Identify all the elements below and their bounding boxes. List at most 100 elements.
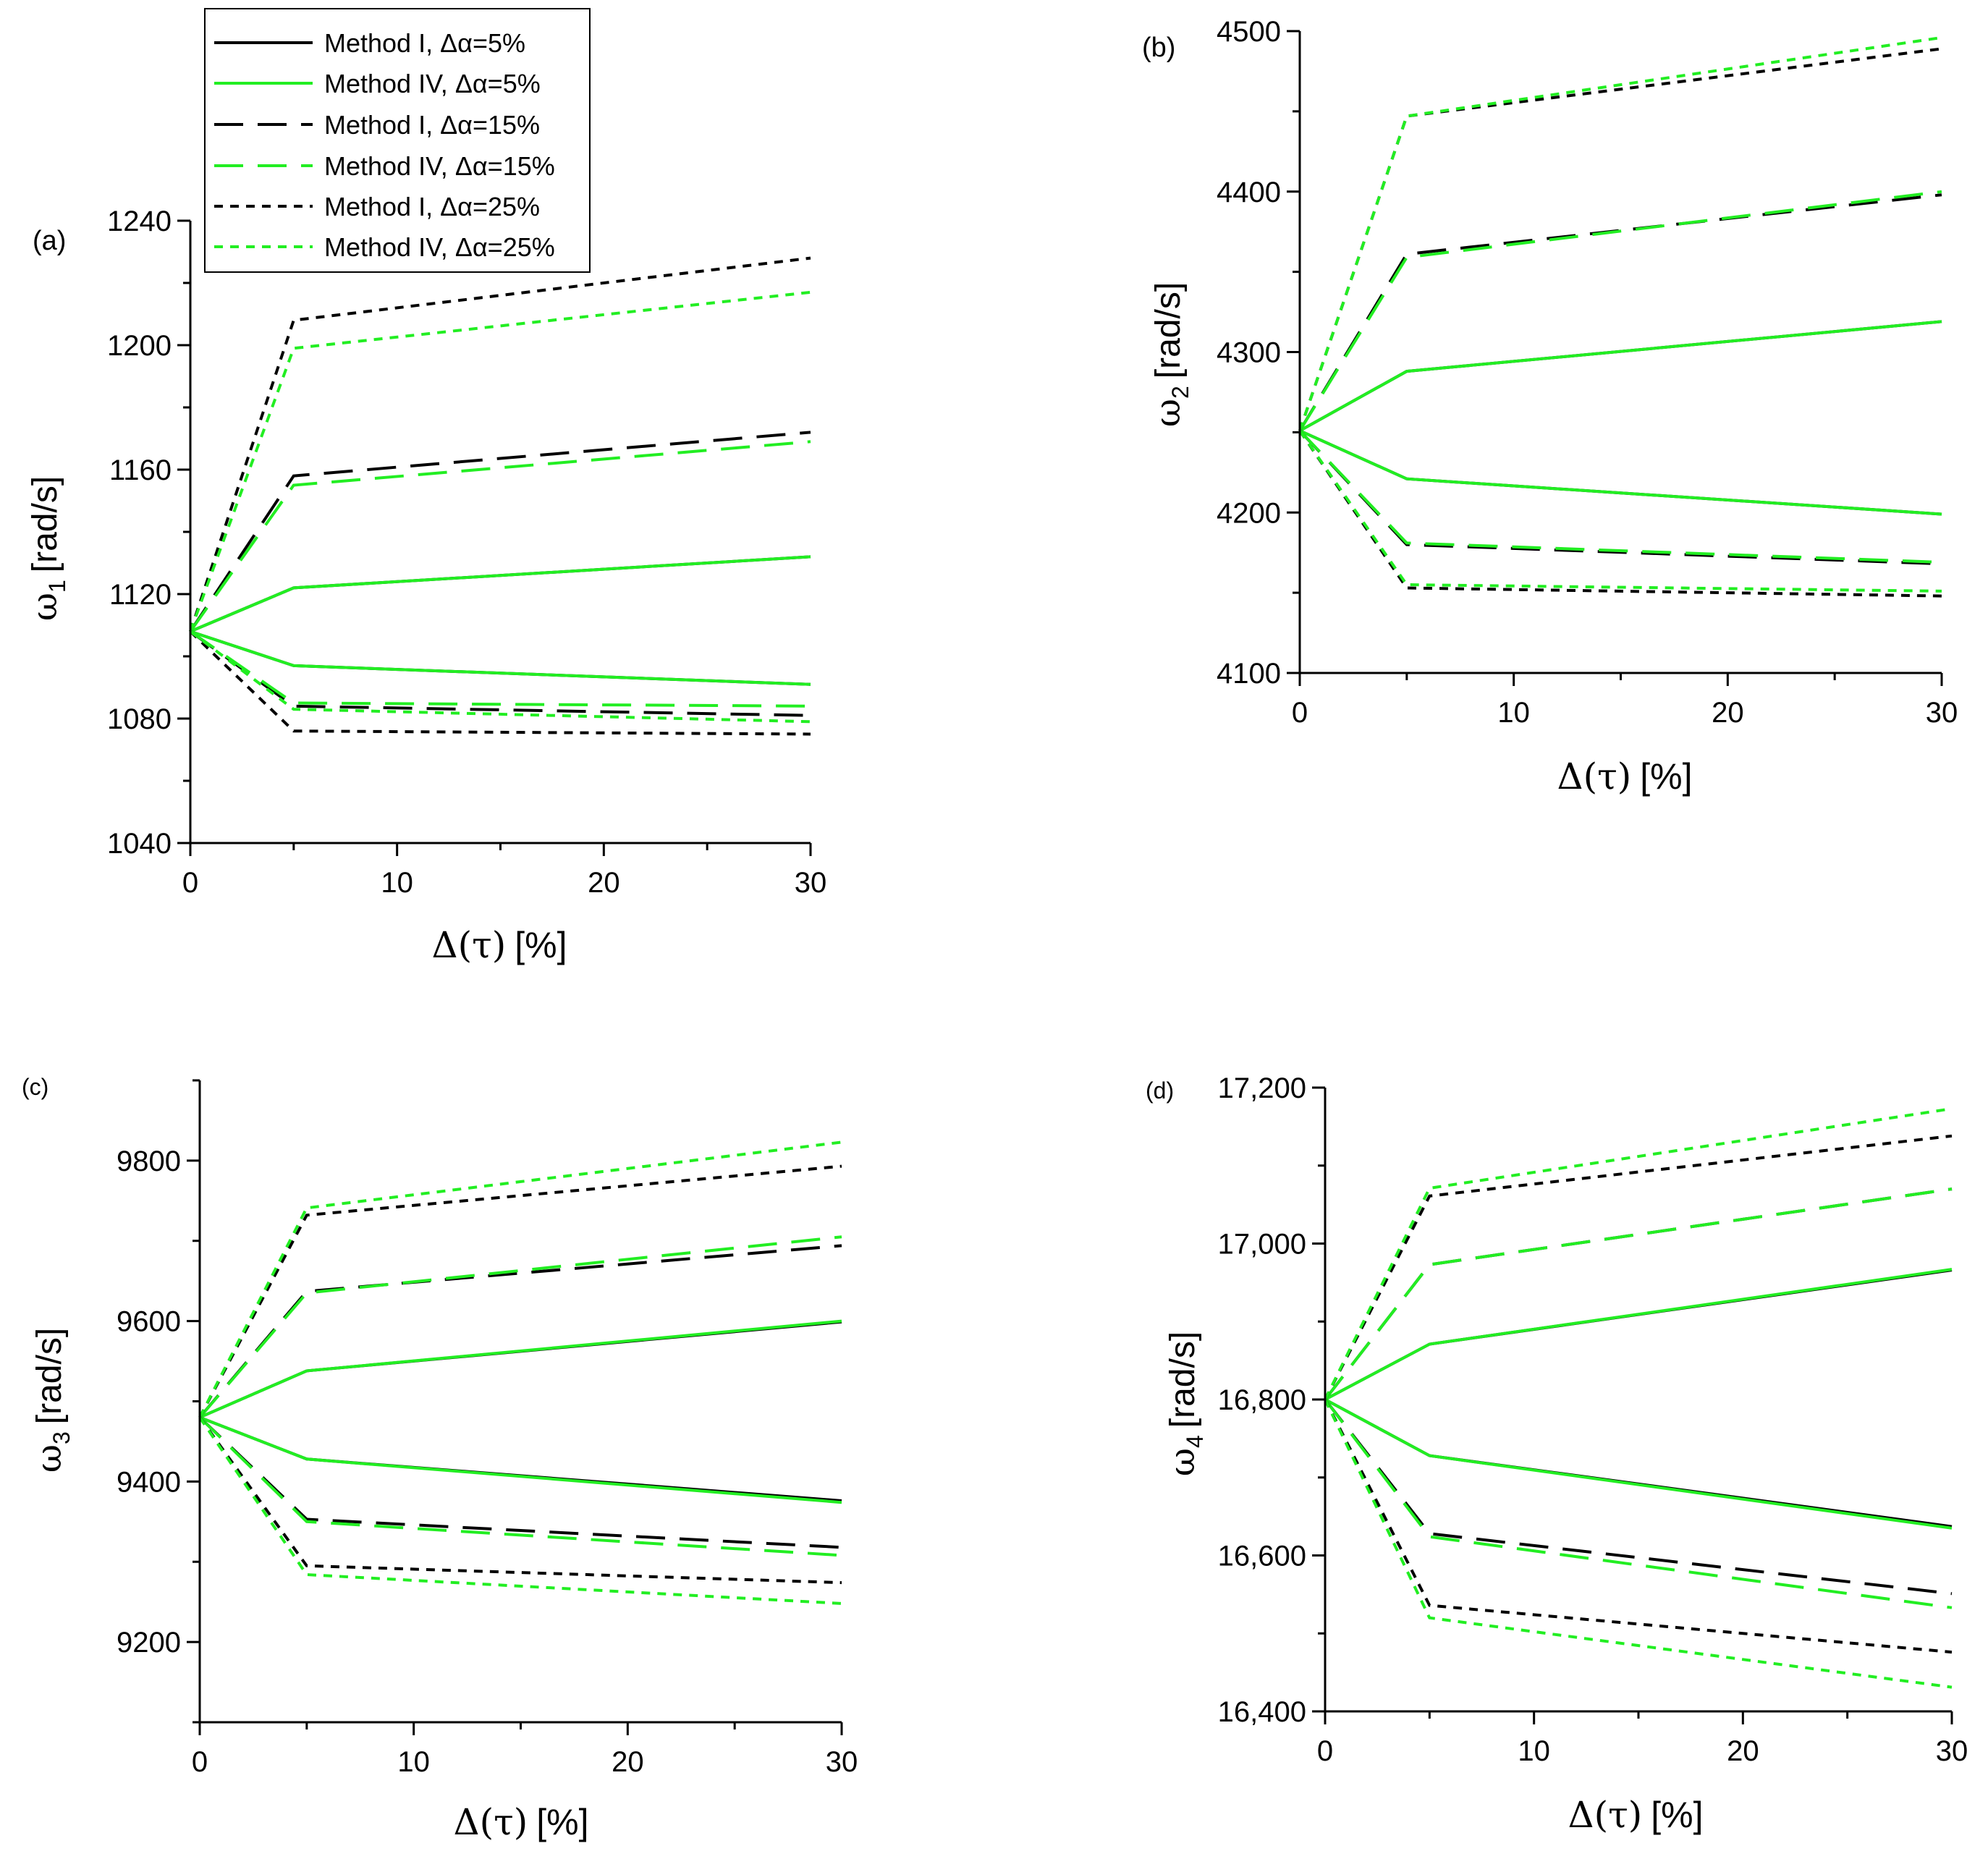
series-line <box>1324 1399 1953 1654</box>
x-tick-label: 30 <box>1926 697 1958 729</box>
y-axis-title: ω1 [rad/s] <box>25 476 70 621</box>
y-tick-label: 16,800 <box>1218 1384 1306 1416</box>
series-line <box>190 555 811 633</box>
y-axis-subscript: 1 <box>44 580 70 593</box>
y-tick-label: 4200 <box>1217 497 1281 529</box>
y-axis-title: ω3 [rad/s] <box>29 1328 75 1473</box>
x-tick-label: 20 <box>588 867 620 899</box>
x-tick-label: 10 <box>1497 697 1530 729</box>
y-axis-symbol: ω <box>1148 399 1188 427</box>
series-line <box>198 1416 842 1585</box>
series-line <box>198 1235 842 1419</box>
svg-text:ω1[rad/s]: ω1 [rad/s] <box>25 476 70 621</box>
y-tick-label: 4100 <box>1217 658 1281 690</box>
plot-area-c: 9200 9400 9600 9800 0 10 20 30 <box>117 1079 858 1778</box>
series-line <box>190 630 811 686</box>
series-line <box>198 1416 842 1557</box>
series-line <box>199 1415 842 1504</box>
x-axis-delta: Δ <box>1557 755 1583 797</box>
y-axis-symbol: ω <box>29 1444 69 1473</box>
svg-text:ω4[rad/s]: ω4 [rad/s] <box>1162 1331 1208 1476</box>
legend-item: Method I, Δα=15% <box>214 110 540 140</box>
y-axis-title: ω2 [rad/s] <box>1148 282 1193 427</box>
x-tick-label: 10 <box>1518 1735 1550 1767</box>
series-line <box>189 630 811 736</box>
series-group <box>1324 1107 1953 1689</box>
series-line <box>189 630 811 724</box>
legend-label: Method IV, Δα=15% <box>324 151 555 181</box>
panel-b: (b) ω2 [rad/s] Δ(τ) [%] <box>1142 33 1693 797</box>
series-line <box>189 440 811 632</box>
y-axis-symbol: ω <box>25 593 65 621</box>
y-axis-symbol: ω <box>1162 1448 1203 1476</box>
series-line <box>1298 35 1942 431</box>
legend-label: Method I, Δα=15% <box>324 110 540 140</box>
series-line <box>1299 320 1942 432</box>
x-tick-label: 0 <box>1292 697 1308 729</box>
x-axis-title: Δ(τ) [%] <box>1557 755 1692 797</box>
series-line <box>1324 1399 1953 1689</box>
y-tick-label: 1240 <box>107 206 172 237</box>
series-line <box>1324 1398 1953 1609</box>
y-tick-label: 9800 <box>117 1146 181 1177</box>
legend: Method I, Δα=5% Method IV, Δα=5% Method … <box>204 8 591 273</box>
y-axis-unit: [rad/s] <box>26 476 64 572</box>
legend-box <box>204 8 591 273</box>
x-tick-label: 30 <box>1936 1735 1968 1767</box>
x-axis-tau: (τ) <box>1594 1794 1643 1836</box>
series-line <box>1298 47 1942 431</box>
plot-area-d: 16,400 16,600 16,800 17,000 17,200 0 10 20 30 <box>1218 1072 1968 1767</box>
series-line <box>1299 429 1942 516</box>
x-axis-delta: Δ <box>453 1801 479 1843</box>
x-axis-unit: [%] <box>536 1802 588 1842</box>
y-tick-label: 16,400 <box>1218 1696 1306 1728</box>
plot-area-b: 4100 4200 4300 4400 4500 0 10 20 30 <box>1217 16 1958 729</box>
legend-label: Method IV, Δα=5% <box>324 69 541 98</box>
y-axis-title: ω4 [rad/s] <box>1162 1331 1208 1476</box>
legend-label: Method I, Δα=5% <box>324 28 525 58</box>
y-tick-label: 1120 <box>109 579 172 611</box>
panel-label: (d) <box>1146 1077 1174 1104</box>
x-tick-label: 20 <box>1712 697 1744 729</box>
legend-item: Method IV, Δα=25% <box>214 232 555 262</box>
y-axis-unit: [rad/s] <box>1164 1331 1202 1428</box>
x-tick-label: 10 <box>397 1746 430 1778</box>
panel-label: (a) <box>33 226 66 256</box>
series-line <box>1324 1134 1953 1400</box>
y-tick-label: 16,600 <box>1218 1541 1306 1572</box>
plot-area-a: 1040 1080 1120 1160 1200 1240 0 10 20 30 <box>107 206 826 899</box>
series-line <box>1298 190 1942 432</box>
y-tick-label: 4400 <box>1217 177 1281 208</box>
x-axis-title: Δ(τ) [%] <box>453 1801 588 1843</box>
series-line <box>1324 1398 1953 1530</box>
x-axis-unit: [%] <box>1651 1795 1703 1835</box>
series-line <box>198 1164 842 1418</box>
series-line <box>199 1319 842 1419</box>
series-line <box>198 1140 842 1418</box>
y-tick-label: 17,200 <box>1218 1072 1306 1104</box>
x-axis-tau: (τ) <box>458 924 507 966</box>
y-tick-label: 9200 <box>117 1627 181 1659</box>
legend-item: Method I, Δα=25% <box>214 192 540 221</box>
y-tick-label: 1200 <box>107 330 172 362</box>
panel-c: (c) ω3 [rad/s] Δ(τ) [%] <box>22 1074 589 1843</box>
x-axis-tau: (τ) <box>480 1801 528 1843</box>
x-axis-delta: Δ <box>1568 1794 1594 1836</box>
y-tick-label: 9400 <box>117 1466 181 1498</box>
y-tick-label: 9600 <box>117 1306 181 1338</box>
x-tick-label: 20 <box>1727 1735 1759 1767</box>
series-line <box>1298 430 1942 593</box>
x-axis-tau: (τ) <box>1583 755 1632 797</box>
y-axis-subscript: 4 <box>1182 1435 1208 1448</box>
legend-item: Method IV, Δα=5% <box>214 69 541 98</box>
legend-label: Method IV, Δα=25% <box>324 232 555 262</box>
y-axis-unit: [rad/s] <box>1149 282 1188 378</box>
x-axis-title: Δ(τ) [%] <box>1568 1794 1703 1836</box>
svg-text:ω2[rad/s]: ω2 [rad/s] <box>1148 282 1193 427</box>
x-tick-label: 0 <box>182 867 198 899</box>
y-tick-label: 4300 <box>1217 337 1281 369</box>
y-tick-label: 1160 <box>109 454 172 486</box>
x-tick-label: 0 <box>1317 1735 1333 1767</box>
